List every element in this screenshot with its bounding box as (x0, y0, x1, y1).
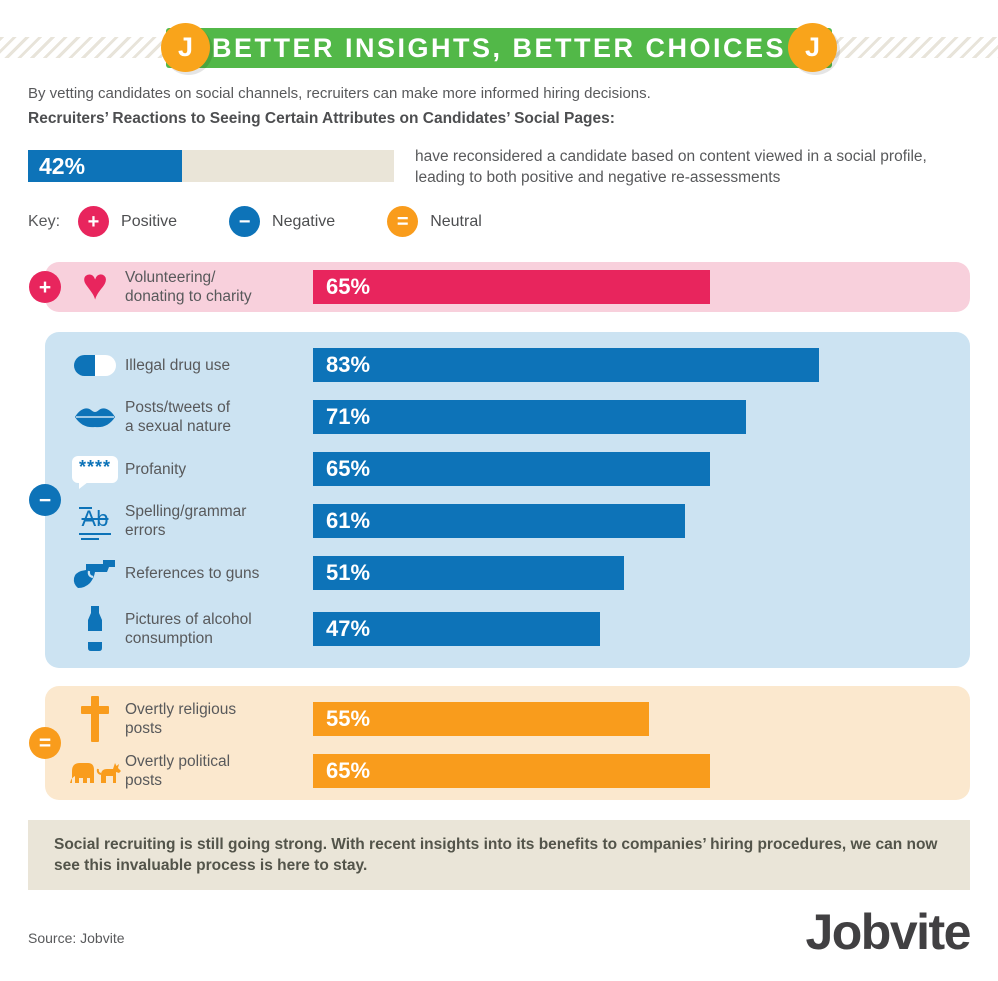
jobvite-j-badge-right: J (788, 23, 837, 72)
source-text: Source: Jobvite (28, 930, 125, 946)
value-bar: 55% (313, 702, 649, 736)
header-banner: BETTER INSIGHTS, BETTER CHOICES (166, 28, 832, 68)
jobvite-j-badge-left: J (161, 23, 210, 72)
political-elephant-donkey-icon (65, 757, 125, 785)
chart-heading: Recruiters’ Reactions to Seeing Certain … (28, 110, 615, 127)
value-bar: 83% (313, 348, 820, 382)
bar-value: 47% (326, 616, 371, 641)
chart-row-illegal-drug-use: Illegal drug use 83% (65, 348, 970, 382)
pill-icon (65, 354, 125, 376)
row-label: Illegal drug use (125, 356, 231, 374)
chart-row-alcohol: Pictures of alcohol consumption 47% (65, 606, 970, 652)
row-label: References to guns (125, 564, 260, 582)
bar-value: 83% (326, 352, 371, 377)
bar-value: 55% (326, 706, 371, 731)
equals-icon: = (29, 727, 61, 759)
bar-value: 71% (326, 404, 371, 429)
value-bar: 65% (313, 754, 710, 788)
profanity-speech-bubble-icon: **** (65, 455, 125, 489)
spelling-icon: Ab (65, 506, 125, 541)
heart-icon: ♥ (81, 260, 109, 309)
chart-row-volunteering: ♥ Volunteering/ donating to charity 65% (65, 260, 970, 309)
positive-panel: + ♥ Volunteering/ donating to charity 65… (29, 260, 970, 312)
intro-text: By vetting candidates on social channels… (28, 85, 651, 102)
minus-icon: − (29, 484, 61, 516)
value-bar: 61% (313, 504, 686, 538)
legend-item-positive: + Positive (78, 206, 177, 237)
legend: Key: + Positive − Negative = Neutral (28, 206, 534, 237)
value-bar: 65% (313, 270, 710, 304)
gun-icon (65, 557, 125, 589)
value-bar: 51% (313, 556, 625, 590)
row-label: Overtly political posts (125, 753, 231, 789)
plus-icon: + (78, 206, 110, 237)
lips-icon (65, 404, 125, 430)
row-label: Overtly religious posts (125, 701, 237, 737)
negative-panel: − Illegal drug use 83% (29, 332, 970, 668)
bottle-icon (65, 606, 125, 652)
legend-item-label: Positive (121, 212, 178, 230)
row-label: Pictures of alcohol consumption (125, 611, 252, 647)
stat-description: have reconsidered a candidate based on c… (415, 148, 927, 186)
page-title: BETTER INSIGHTS, BETTER CHOICES (211, 32, 787, 63)
value-bar: 71% (313, 400, 747, 434)
legend-item-neutral: = Neutral (387, 206, 482, 237)
value-bar: 65% (313, 452, 710, 486)
minus-icon: − (229, 206, 261, 237)
bar-value: 51% (326, 560, 371, 585)
bar-value: 65% (326, 274, 371, 299)
legend-item-label: Negative (272, 212, 336, 230)
summary-note: Social recruiting is still going strong.… (28, 820, 970, 890)
bar-value: 65% (326, 758, 371, 783)
row-label: Posts/tweets of a sexual nature (125, 399, 231, 435)
legend-item-negative: − Negative (229, 206, 335, 237)
equals-icon: = (387, 206, 419, 237)
row-label: Volunteering/ donating to charity (125, 269, 252, 305)
legend-item-label: Neutral (430, 212, 482, 230)
row-label: Profanity (125, 460, 187, 478)
cross-icon (65, 696, 125, 742)
chart-row-religious: Overtly religious posts 55% (65, 696, 970, 742)
chart-row-guns: References to guns 51% (65, 556, 970, 590)
chart-row-political: Overtly political posts 65% (65, 752, 970, 790)
chart-row-profanity: **** Profanity 65% (65, 452, 970, 489)
stat-bar-track: 42% (28, 150, 394, 182)
stat-value: 42% (39, 152, 86, 179)
bar-value: 65% (326, 456, 371, 481)
jobvite-logo: Jobvite (805, 904, 971, 960)
bar-value: 61% (326, 508, 371, 533)
legend-label: Key: (28, 212, 61, 230)
row-label: Spelling/grammar errors (125, 503, 247, 539)
chart-row-spelling-errors: Ab Spelling/grammar errors 61% (65, 502, 970, 541)
plus-icon: + (29, 271, 61, 303)
stat-bar-fill: 42% (28, 150, 182, 182)
value-bar: 47% (313, 612, 600, 646)
chart-row-sexual-posts: Posts/tweets of a sexual nature 71% (65, 398, 970, 436)
neutral-panel: = Overtly religious posts 55% (29, 686, 970, 800)
